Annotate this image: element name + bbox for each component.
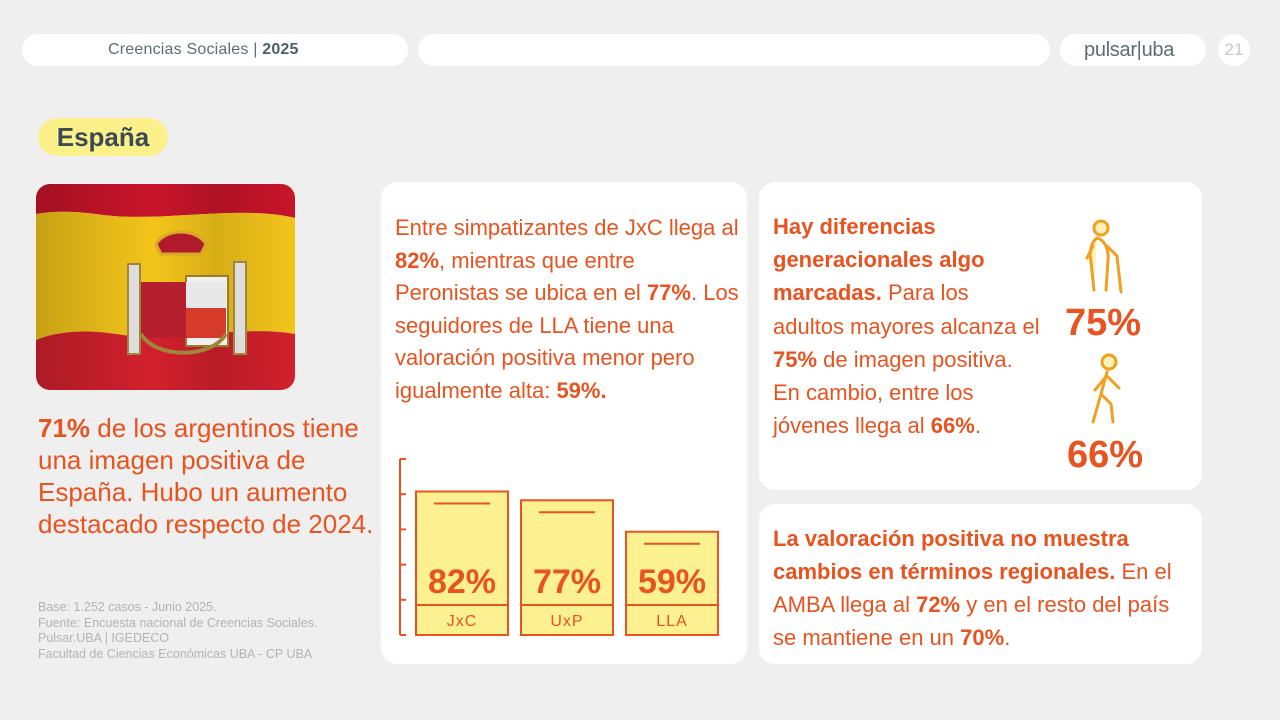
bar-uxp [520,499,614,636]
bar-lla [625,530,719,636]
header-center-pill [418,34,1050,66]
bar-value-label: 59% [638,563,706,601]
headline: 71% de los argentinos tiene una imagen p… [38,413,374,539]
age-card: Hay diferencias generacionales algo marc… [759,182,1202,490]
bar-value-label: 77% [533,563,601,601]
header-section-pill: Creencias Sociales | 2025 [22,34,408,66]
header-section-title: Creencias Sociales | 2025 [108,41,299,58]
bar-value-label: 82% [428,563,496,601]
young-value: 66% [1067,434,1144,476]
elderly-person-icon [1085,219,1123,294]
party-bar-chart: 82% JxC 77% UxP 59% LLA [399,458,719,636]
age-text: Hay diferencias generacionales algo marc… [773,214,1040,439]
region-card: La valoración positiva no muestra cambio… [759,504,1202,664]
region-text: La valoración positiva no muestra cambio… [773,526,1172,650]
parties-text: Entre simpatizantes de JxC llega al 82%,… [395,215,739,403]
bar-jxc [415,490,509,636]
bar-category-label: UxP [550,613,583,630]
page-number: 21 [1218,34,1250,66]
pulsar-uba-logo: pulsar|uba [1060,34,1206,66]
walking-person-icon [1091,353,1121,424]
spain-flag-image [36,184,295,390]
coat-of-arms-icon [127,230,247,355]
bar-category-label: LLA [656,613,687,630]
elderly-value: 75% [1065,302,1142,344]
country-tag: España [38,118,168,156]
source-note: Base: 1.252 casos - Junio 2025. Fuente: … [38,600,318,661]
bar-category-label: JxC [447,613,478,630]
